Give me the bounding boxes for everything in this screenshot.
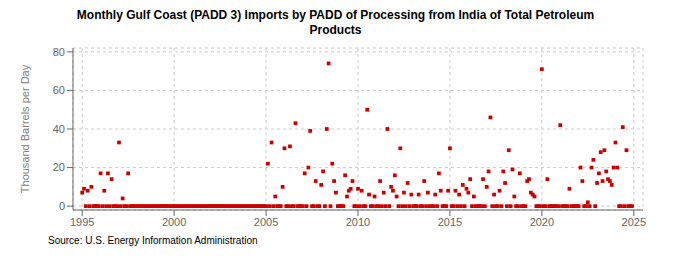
svg-text:80: 80	[53, 46, 65, 58]
html-text:Source: U.S. Energy Informatio: Source: U.S. Energy Information Administ…	[48, 235, 258, 246]
svg-text:20: 20	[53, 161, 65, 173]
html-text:Monthly Gulf Coast (PADD 3) Im: Monthly Gulf Coast (PADD 3) Imports by P…	[76, 8, 595, 37]
svg-text:40: 40	[53, 123, 65, 135]
svg-text:2020: 2020	[530, 216, 554, 228]
svg-text:2015: 2015	[438, 216, 462, 228]
svg-text:2000: 2000	[162, 216, 186, 228]
svg-text:0: 0	[59, 200, 65, 212]
svg-text:60: 60	[53, 84, 65, 96]
svg-text:2025: 2025	[622, 216, 646, 228]
svg-text:Thousand Barrels per Day: Thousand Barrels per Day	[19, 64, 31, 193]
svg-text:1995: 1995	[70, 216, 94, 228]
svg-text:2005: 2005	[254, 216, 278, 228]
svg-text:2010: 2010	[346, 216, 370, 228]
